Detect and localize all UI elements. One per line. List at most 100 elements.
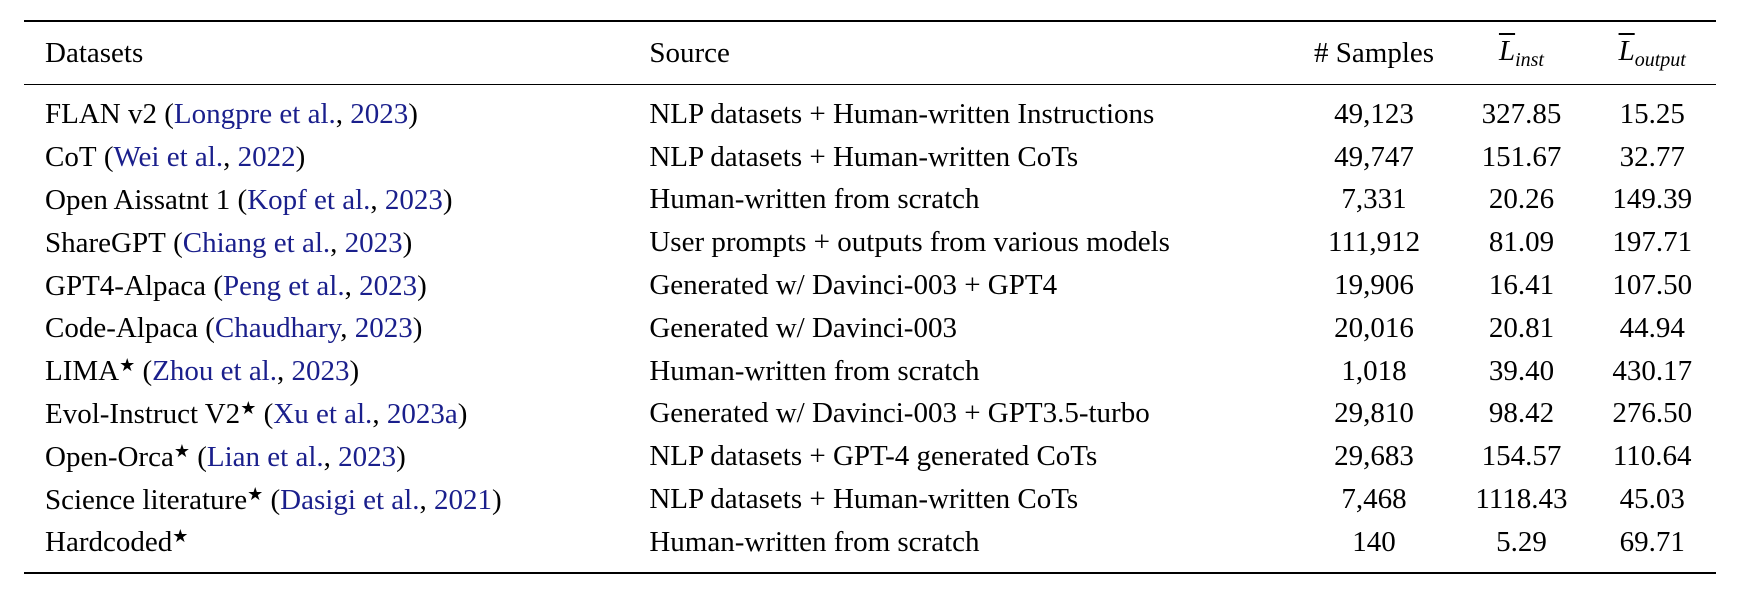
citation-authors-link[interactable]: Lian et al. (206, 440, 324, 473)
table-header: Datasets Source # Samples Linst Loutput (24, 21, 1716, 85)
citation-year-link[interactable]: 2023 (359, 269, 418, 302)
samples-cell: 111,912 (1327, 226, 1421, 259)
citation-year-link[interactable]: 2021 (433, 483, 492, 516)
l-output-subscript: output (1634, 48, 1686, 71)
citation-authors-link[interactable]: Dasigi et al. (280, 483, 420, 516)
star-marker: ★ (247, 483, 264, 504)
l-inst-symbol: L (1498, 34, 1516, 67)
citation-authors-link[interactable]: Peng et al. (222, 269, 345, 302)
source-cell: Human-written from scratch (649, 354, 980, 387)
l-output-cell: 107.50 (1612, 269, 1693, 302)
citation-authors-link[interactable]: Longpre et al. (173, 98, 336, 131)
citation-close: ) (408, 98, 418, 131)
dataset-name: FLAN v2 (45, 98, 157, 131)
dataset-name: Open-Orca (45, 440, 174, 473)
l-output-cell: 15.25 (1619, 97, 1685, 130)
citation-year-link[interactable]: 2023 (350, 98, 409, 131)
citation-year-link[interactable]: 2023 (291, 355, 350, 388)
header-l-output: Loutput (1588, 21, 1716, 85)
citation-open: ( (135, 355, 153, 388)
table-row: Open Aissatnt 1 (Kopf et al., 2023) Huma… (24, 179, 1716, 222)
l-inst-cell: 20.81 (1488, 311, 1555, 344)
citation-close: ) (396, 440, 406, 473)
table-row: Hardcoded★ Human-written from scratch 14… (24, 521, 1716, 573)
dataset-name: Hardcoded (45, 526, 173, 559)
l-output-cell: 44.94 (1619, 311, 1685, 344)
l-inst-cell: 5.29 (1496, 525, 1547, 558)
citation-year-link[interactable]: 2023 (354, 312, 413, 345)
dataset-cell: Hardcoded★ (24, 521, 649, 573)
citation-open: ( (230, 183, 248, 216)
dataset-cell: ShareGPT (Chiang et al., 2023) (24, 221, 649, 264)
citation-separator: , (335, 98, 351, 131)
table-row: Open-Orca★ (Lian et al., 2023) NLP datas… (24, 435, 1716, 478)
source-cell: Generated w/ Davinci-003 + GPT4 (649, 269, 1058, 302)
citation-year-link[interactable]: 2023 (338, 440, 397, 473)
l-output-symbol: L (1618, 34, 1635, 67)
citation-separator: , (370, 183, 385, 216)
citation-separator: , (223, 141, 238, 174)
l-inst-cell: 154.57 (1481, 440, 1562, 473)
dataset-cell: CoT (Wei et al., 2022) (24, 136, 649, 179)
source-cell: NLP datasets + Human-written CoTs (649, 140, 1079, 173)
citation-year-link[interactable]: 2023 (344, 226, 403, 259)
dataset-cell: LIMA★ (Zhou et al., 2023) (24, 350, 649, 393)
samples-cell: 29,810 (1334, 397, 1414, 430)
l-inst-cell: 327.85 (1481, 97, 1562, 130)
samples-cell: 1,018 (1341, 354, 1407, 387)
dataset-name: Science literature (45, 483, 248, 516)
star-marker: ★ (119, 355, 136, 376)
dataset-table: Datasets Source # Samples Linst Loutput … (24, 20, 1716, 574)
dataset-cell: Code-Alpaca (Chaudhary, 2023) (24, 307, 649, 350)
dataset-table-container: Datasets Source # Samples Linst Loutput … (24, 20, 1716, 574)
l-inst-cell: 151.67 (1481, 140, 1562, 173)
source-cell: Generated w/ Davinci-003 + GPT3.5-turbo (649, 397, 1150, 430)
citation-year-link[interactable]: 2022 (237, 141, 296, 174)
dataset-cell: Evol-Instruct V2★ (Xu et al., 2023a) (24, 393, 649, 436)
source-cell: NLP datasets + Human-written CoTs (649, 483, 1079, 516)
citation-separator: , (344, 269, 360, 302)
l-output-cell: 149.39 (1612, 183, 1693, 216)
citation-open: ( (263, 483, 281, 516)
l-inst-subscript: inst (1515, 48, 1544, 71)
citation-authors-link[interactable]: Chaudhary (214, 312, 341, 345)
samples-cell: 49,123 (1334, 97, 1414, 130)
dataset-cell: Science literature★ (Dasigi et al., 2021… (24, 478, 649, 521)
citation-separator: , (323, 440, 339, 473)
citation-separator: , (330, 226, 345, 259)
source-cell: Human-written from scratch (649, 183, 980, 216)
citation-separator: , (277, 355, 292, 388)
source-cell: Human-written from scratch (649, 525, 980, 558)
citation-authors-link[interactable]: Xu et al. (273, 397, 373, 430)
citation-year-link[interactable]: 2023a (386, 397, 458, 430)
header-row: Datasets Source # Samples Linst Loutput (24, 21, 1716, 85)
l-output-cell: 197.71 (1612, 226, 1693, 259)
citation-close: ) (442, 183, 453, 216)
l-inst-cell: 1118.43 (1475, 483, 1568, 516)
citation-close: ) (295, 141, 306, 174)
header-datasets: Datasets (45, 36, 144, 69)
l-inst-cell: 39.40 (1488, 354, 1555, 387)
dataset-name: LIMA (45, 355, 120, 388)
citation-separator: , (372, 397, 387, 430)
dataset-name: Code-Alpaca (45, 312, 198, 345)
l-inst-cell: 16.41 (1488, 269, 1555, 302)
dataset-name: Evol-Instruct V2 (45, 397, 241, 430)
citation-authors-link[interactable]: Zhou et al. (152, 355, 277, 388)
l-output-cell: 430.17 (1612, 354, 1693, 387)
citation-authors-link[interactable]: Wei et al. (113, 141, 224, 174)
dataset-cell: Open Aissatnt 1 (Kopf et al., 2023) (24, 179, 649, 222)
dataset-name: GPT4-Alpaca (45, 269, 207, 302)
samples-cell: 7,468 (1341, 483, 1407, 516)
samples-cell: 20,016 (1334, 311, 1414, 344)
l-output-cell: 32.77 (1619, 140, 1685, 173)
citation-authors-link[interactable]: Chiang et al. (182, 226, 331, 259)
citation-year-link[interactable]: 2023 (384, 183, 443, 216)
source-cell: NLP datasets + GPT-4 generated CoTs (649, 440, 1098, 473)
citation-close: ) (402, 226, 413, 259)
header-samples: # Samples (1314, 36, 1435, 69)
citation-authors-link[interactable]: Kopf et al. (247, 183, 371, 216)
table-row: GPT4-Alpaca (Peng et al., 2023) Generate… (24, 264, 1716, 307)
samples-cell: 29,683 (1334, 440, 1414, 473)
citation-open: ( (198, 312, 215, 345)
